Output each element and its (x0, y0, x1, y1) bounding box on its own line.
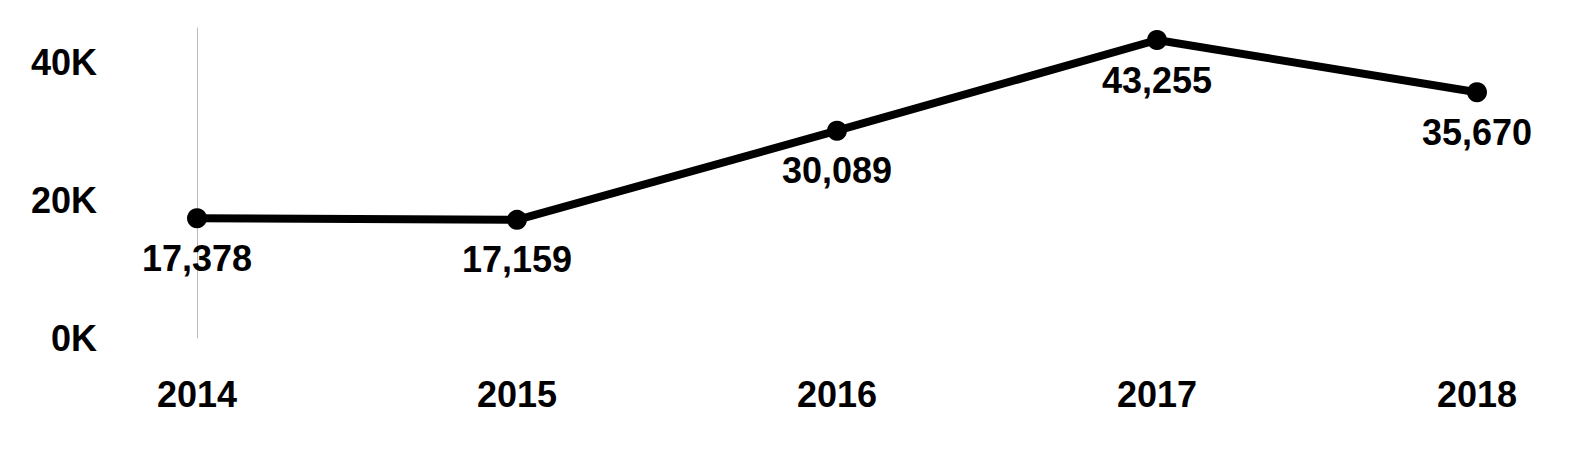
svg-text:2016: 2016 (797, 374, 877, 415)
svg-text:17,378: 17,378 (142, 238, 252, 279)
svg-text:20K: 20K (31, 180, 97, 221)
svg-text:43,255: 43,255 (1102, 60, 1212, 101)
svg-text:30,089: 30,089 (782, 150, 892, 191)
svg-text:2014: 2014 (157, 374, 237, 415)
svg-text:17,159: 17,159 (462, 239, 572, 280)
svg-text:40K: 40K (31, 42, 97, 83)
svg-text:2018: 2018 (1437, 374, 1517, 415)
svg-text:35,670: 35,670 (1422, 112, 1532, 153)
svg-text:0K: 0K (51, 318, 97, 359)
svg-text:2015: 2015 (477, 374, 557, 415)
svg-text:2017: 2017 (1117, 374, 1197, 415)
